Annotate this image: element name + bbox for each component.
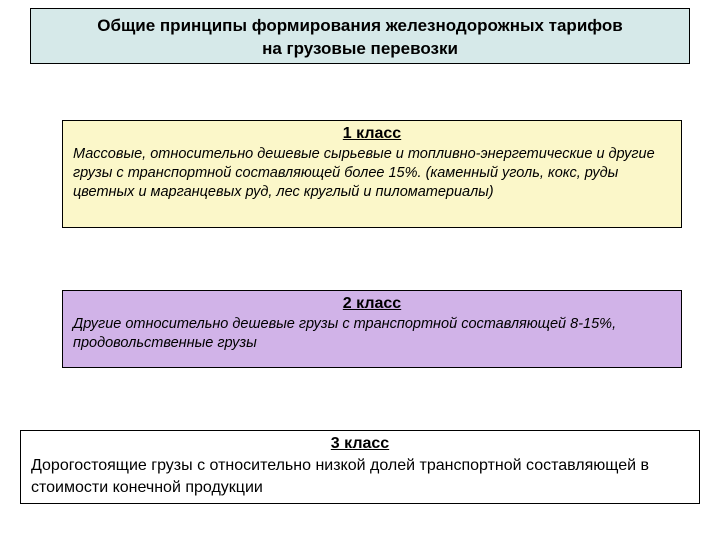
class-1-desc: Массовые, относительно дешевые сырьевые … [73, 145, 671, 202]
class-1-box: 1 класс Массовые, относительно дешевые с… [62, 120, 682, 228]
class-3-desc: Дорогостоящие грузы с относительно низко… [31, 455, 689, 498]
class-3-box: 3 класс Дорогостоящие грузы с относитель… [20, 430, 700, 504]
class-2-box: 2 класс Другие относительно дешевые груз… [62, 290, 682, 368]
class-2-desc: Другие относительно дешевые грузы с тран… [73, 315, 671, 353]
class-3-title: 3 класс [31, 435, 689, 453]
class-1-title: 1 класс [73, 125, 671, 143]
header-box: Общие принципы формирования железнодорож… [30, 8, 690, 64]
header-line1: Общие принципы формирования железнодорож… [41, 15, 679, 38]
class-2-title: 2 класс [73, 295, 671, 313]
page: Общие принципы формирования железнодорож… [0, 0, 720, 540]
header-line2: на грузовые перевозки [41, 38, 679, 61]
